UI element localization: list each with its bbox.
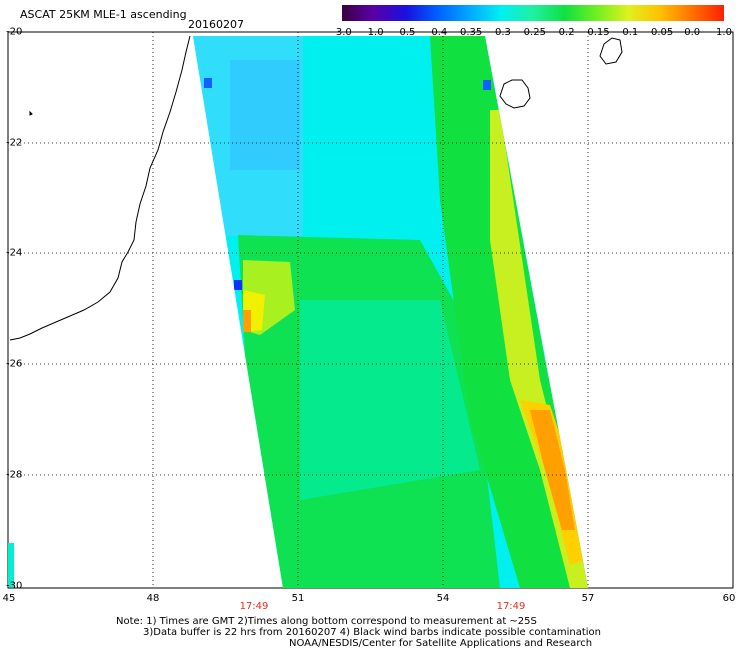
lon-label: 51 xyxy=(291,593,305,604)
note-line-2: 3)Data buffer is 22 hrs from 20160207 4)… xyxy=(143,627,601,638)
lon-label: 60 xyxy=(722,593,736,604)
lon-label: 45 xyxy=(2,593,16,604)
lat-lon-grid xyxy=(8,32,733,588)
note-line-1: Note: 1) Times are GMT 2)Times along bot… xyxy=(116,616,537,627)
reunion-island xyxy=(499,79,531,109)
lon-label: 54 xyxy=(436,593,450,604)
lat-label: -24 xyxy=(6,247,23,259)
lon-label: 57 xyxy=(581,593,595,604)
pass-time-label: 17:49 xyxy=(496,601,526,612)
lat-label: -20 xyxy=(6,26,23,38)
lat-label: -22 xyxy=(6,137,23,149)
madagascar-coastline xyxy=(9,35,191,341)
mauritius-island xyxy=(599,37,623,65)
pass-time-label: 17:49 xyxy=(239,601,269,612)
scatterometer-swath xyxy=(193,36,588,588)
map-date: 20160207 xyxy=(188,18,244,31)
coast-speck xyxy=(29,110,33,116)
map-title: ASCAT 25KM MLE-1 ascending xyxy=(20,8,187,21)
lon-label: 48 xyxy=(146,593,160,604)
lat-label: -30 xyxy=(6,580,23,592)
lat-label: -28 xyxy=(6,469,23,481)
lat-label: -26 xyxy=(6,358,23,370)
note-line-3: NOAA/NESDIS/Center for Satellite Applica… xyxy=(289,638,593,649)
colorbar xyxy=(342,5,724,21)
corner-data-patch xyxy=(8,543,14,587)
